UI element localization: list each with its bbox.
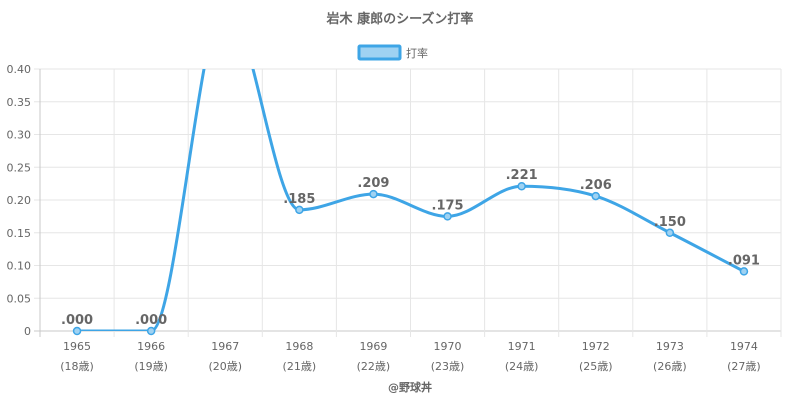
x-tick-label: 1971 [508,340,536,353]
data-point[interactable] [591,191,600,201]
y-tick-label: 0.40 [7,63,32,76]
x-tick-age-label: (27歳) [727,360,761,373]
x-gridlines [39,69,782,337]
x-tick-label: 1972 [582,340,610,353]
data-points [72,181,749,336]
x-tick-label: 1965 [63,340,91,353]
y-gridlines [34,68,781,332]
y-tick-label: 0.35 [7,96,32,109]
data-label: .150 [654,215,686,230]
x-tick-age-label: (24歳) [505,360,539,373]
legend-swatch [357,44,402,61]
x-tick-label: 1966 [137,340,165,353]
data-label: .185 [283,192,315,207]
series-line-batting-average [75,69,746,331]
y-tick-label: 0.25 [7,161,32,174]
x-tick-label: 1969 [359,340,387,353]
y-tick-label: 0.20 [7,194,32,207]
y-tick-label: 0.10 [7,260,32,273]
chart-title: 岩木 康郎のシーズン打率 [326,11,474,27]
credit-text: @野球丼 [388,380,432,394]
data-point[interactable] [517,181,526,191]
x-tick-label: 1967 [211,340,239,353]
data-label: .221 [506,168,538,183]
y-tick-label: 0.30 [7,129,32,142]
data-point[interactable] [72,326,82,336]
data-point[interactable] [739,267,749,276]
y-tick-label: 0 [24,325,31,338]
data-point[interactable] [369,189,378,199]
data-label: .091 [728,253,760,268]
x-tick-age-label: (21歳) [283,360,317,373]
x-tick-label: 1968 [285,340,313,353]
y-tick-labels: 0 0.05 0.10 0.15 0.20 0.25 0.30 0.35 0.40 [7,63,32,338]
data-label: .206 [580,178,612,193]
data-point[interactable] [443,212,452,221]
x-tick-label: 1973 [656,340,684,353]
x-tick-age-label: (26歳) [653,360,687,373]
data-point[interactable] [146,326,156,336]
legend[interactable]: 打率 [357,44,428,61]
x-tick-label: 1974 [730,340,758,353]
legend-label: 打率 [406,46,428,60]
y-tick-label: 0.15 [7,227,32,240]
data-label: .000 [135,313,167,328]
x-tick-labels: 1965 (18歳) 1966 (19歳) 1967 (20歳) 1968 (21歳) 1969… [60,340,760,373]
x-tick-age-label: (22歳) [357,360,391,373]
x-tick-age-label: (18歳) [60,360,94,373]
x-tick-label: 1970 [434,340,462,353]
data-point[interactable] [295,205,304,215]
data-label: .000 [61,313,93,328]
data-point[interactable] [665,228,675,237]
x-tick-age-label: (20歳) [208,360,242,373]
x-tick-age-label: (25歳) [579,360,613,373]
data-label: .175 [432,198,464,213]
x-tick-age-label: (19歳) [134,360,168,373]
y-tick-label: 0.05 [7,292,32,305]
data-labels: .000 .000 .185 .209 .175 .221 .206 .150 .091 [61,168,760,328]
data-label: .209 [357,176,389,191]
x-tick-age-label: (23歳) [431,360,465,373]
